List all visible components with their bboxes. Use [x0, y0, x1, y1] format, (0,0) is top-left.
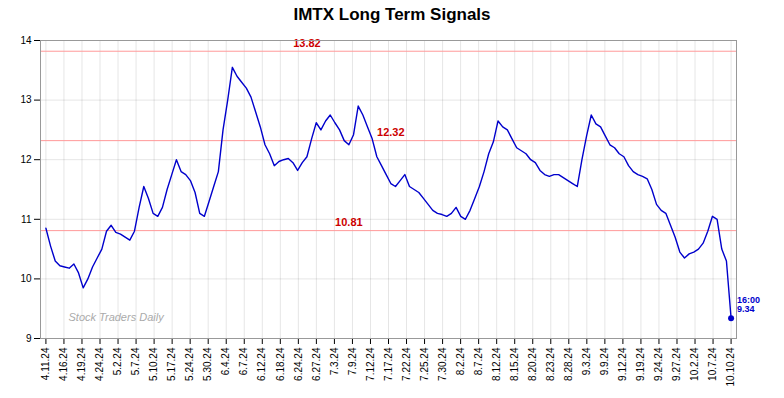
svg-text:9.12.24: 9.12.24 — [617, 347, 628, 381]
svg-text:8.20.24: 8.20.24 — [527, 347, 538, 381]
svg-text:10: 10 — [20, 273, 32, 284]
svg-text:13.82: 13.82 — [293, 37, 321, 49]
svg-text:6.7.24: 6.7.24 — [238, 347, 249, 375]
svg-text:8.7.24: 8.7.24 — [473, 347, 484, 375]
svg-text:7.25.24: 7.25.24 — [419, 347, 430, 381]
svg-text:6.4.24: 6.4.24 — [220, 347, 231, 375]
svg-text:6.27.24: 6.27.24 — [311, 347, 322, 381]
svg-text:9.27.24: 9.27.24 — [671, 347, 682, 381]
svg-text:4.11.24: 4.11.24 — [40, 347, 51, 380]
svg-text:8.15.24: 8.15.24 — [509, 347, 520, 381]
svg-text:6.12.24: 6.12.24 — [256, 347, 267, 381]
svg-text:4.19.24: 4.19.24 — [76, 347, 87, 381]
svg-text:5.17.24: 5.17.24 — [166, 347, 177, 381]
svg-text:12.32: 12.32 — [377, 126, 405, 138]
svg-text:8.12.24: 8.12.24 — [491, 347, 502, 381]
svg-text:10.2.24: 10.2.24 — [689, 347, 700, 381]
svg-text:5.10.24: 5.10.24 — [148, 347, 159, 381]
svg-text:10.10.24: 10.10.24 — [725, 347, 736, 386]
svg-text:9: 9 — [26, 333, 32, 344]
svg-text:9.3.24: 9.3.24 — [581, 347, 592, 375]
svg-text:10.7.24: 10.7.24 — [707, 347, 718, 381]
svg-text:5.24.24: 5.24.24 — [184, 347, 195, 381]
svg-text:5.7.24: 5.7.24 — [130, 347, 141, 375]
svg-text:8.2.24: 8.2.24 — [455, 347, 466, 375]
html-text:IMTX Long Term Signals: IMTX Long Term Signals — [293, 5, 491, 24]
svg-text:7.30.24: 7.30.24 — [437, 347, 448, 381]
svg-text:7.22.24: 7.22.24 — [401, 347, 412, 381]
svg-text:9.9.24: 9.9.24 — [599, 347, 610, 375]
svg-text:Stock Traders Daily: Stock Traders Daily — [69, 311, 166, 323]
svg-text:13: 13 — [20, 94, 32, 105]
svg-text:5.2.24: 5.2.24 — [112, 347, 123, 375]
svg-text:16:009.34: 16:009.34 — [737, 295, 760, 314]
svg-text:10.81: 10.81 — [335, 216, 363, 228]
svg-text:9.19.24: 9.19.24 — [635, 347, 646, 381]
svg-text:8.28.24: 8.28.24 — [563, 347, 574, 381]
svg-text:4.24.24: 4.24.24 — [94, 347, 105, 381]
svg-text:14: 14 — [20, 35, 32, 46]
svg-text:11: 11 — [21, 214, 32, 225]
svg-text:7.12.24: 7.12.24 — [365, 347, 376, 381]
svg-text:6.18.24: 6.18.24 — [275, 347, 286, 381]
svg-text:12: 12 — [20, 154, 32, 165]
svg-text:7.9.24: 7.9.24 — [347, 347, 358, 375]
svg-text:5.30.24: 5.30.24 — [202, 347, 213, 381]
svg-text:8.23.24: 8.23.24 — [545, 347, 556, 381]
svg-text:6.24.24: 6.24.24 — [293, 347, 304, 381]
svg-text:4.16.24: 4.16.24 — [58, 347, 69, 381]
svg-text:7.3.24: 7.3.24 — [329, 347, 340, 375]
svg-text:9.24.24: 9.24.24 — [653, 347, 664, 381]
svg-text:7.17.24: 7.17.24 — [383, 347, 394, 381]
